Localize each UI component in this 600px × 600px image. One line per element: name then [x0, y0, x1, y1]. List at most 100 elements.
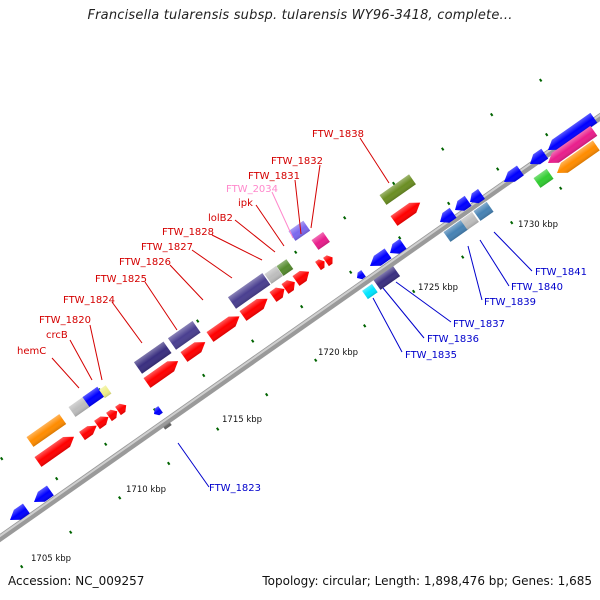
gene-label-hemC[interactable]: hemC [17, 346, 46, 357]
gene-features[interactable] [7, 112, 600, 525]
gene-label-ipk[interactable]: ipk [238, 198, 253, 209]
kbp-tick [496, 167, 500, 171]
gene-orange-left[interactable] [26, 414, 67, 447]
gene-FTW_1825-shade [180, 342, 206, 362]
gene-FTW_1835-cyan[interactable] [362, 284, 378, 300]
gene-label-FTW_1838[interactable]: FTW_1838 [312, 129, 364, 140]
gene-green-right[interactable] [533, 168, 554, 188]
kbp-tick [265, 392, 269, 397]
gene-rev-i[interactable] [501, 165, 524, 187]
gene-rev-g[interactable] [452, 195, 472, 215]
gene-FTW_1838[interactable] [379, 174, 416, 205]
gene-label-lolB2[interactable]: lolB2 [208, 213, 233, 224]
gene-label-FTW_1828[interactable]: FTW_1828 [162, 227, 214, 238]
gene-blue-a[interactable] [82, 386, 105, 407]
gene-label-FTW_1840[interactable]: FTW_1840 [511, 282, 563, 293]
gene-rev-b[interactable] [31, 485, 54, 507]
gene-rev-a[interactable] [7, 503, 30, 525]
gene-label-FTW_1831[interactable]: FTW_1831 [248, 171, 300, 182]
gene-fwd-b[interactable] [94, 413, 111, 430]
gene-fwd-h[interactable] [315, 257, 327, 271]
leader-hemC [51, 357, 80, 389]
gene-hemC-left[interactable] [34, 432, 78, 467]
gene-label-FTW_1823[interactable]: FTW_1823 [209, 483, 261, 494]
gene-rev-h-shade [470, 189, 485, 204]
gene-rev-l-shade [548, 125, 598, 163]
gene-rev-c[interactable] [355, 270, 366, 281]
kbp-tick [349, 270, 353, 275]
gene-label-FTW_1837[interactable]: FTW_1837 [453, 319, 505, 330]
gene-fwd-i[interactable] [323, 253, 335, 267]
gene-FTW_1823-tri[interactable] [152, 406, 163, 417]
gene-FTW_1840[interactable] [460, 212, 479, 230]
gene-label-FTW_1824[interactable]: FTW_1824 [63, 295, 115, 306]
gene-FTW_1826-shade [206, 316, 240, 342]
gene-FTW_1825[interactable] [180, 337, 209, 362]
gene-rev-j[interactable] [527, 148, 549, 169]
gene-label-FTW_1820[interactable]: FTW_1820 [39, 315, 91, 326]
leader-FTW_1820 [89, 324, 103, 381]
gene-rev-k[interactable] [545, 112, 598, 155]
gene-FTW_1827[interactable] [239, 294, 271, 321]
gene-FTW_1824-purple[interactable] [133, 341, 172, 374]
gene-label-FTW_2034[interactable]: FTW_2034 [226, 184, 278, 195]
gene-FTW_1828-purple-shade [227, 273, 271, 309]
leader-ipk [255, 204, 285, 247]
gene-ipk-green[interactable] [276, 259, 294, 276]
gene-label-FTW_1836[interactable]: FTW_1836 [427, 334, 479, 345]
gene-FTW_1825-purple-shade [167, 321, 201, 350]
gene-FTW_1824-shade [143, 361, 179, 388]
gene-fwd-g[interactable] [292, 267, 313, 286]
gene-rev-e[interactable] [387, 238, 407, 258]
gene-fwd-d[interactable] [115, 401, 129, 416]
gene-fwd-a-shade [79, 425, 97, 441]
gene-yellow-a[interactable] [99, 385, 112, 399]
gene-FTW_1841[interactable] [473, 201, 494, 221]
gene-FTW_1839[interactable] [443, 219, 469, 242]
gene-rev-d[interactable] [367, 248, 392, 270]
gene-FTW_1826[interactable] [206, 311, 243, 342]
gene-rev-h[interactable] [467, 189, 485, 207]
gene-label-FTW_1825[interactable]: FTW_1825 [95, 274, 147, 285]
gene-FTW_1824[interactable] [143, 356, 182, 388]
gene-label-FTW_1835[interactable]: FTW_1835 [405, 350, 457, 361]
gene-label-FTW_1827[interactable]: FTW_1827 [141, 242, 193, 253]
gene-label-FTW_1826[interactable]: FTW_1826 [119, 257, 171, 268]
map-title: Francisella tularensis subsp. tularensis… [87, 8, 513, 23]
gene-lolB2-grey[interactable] [264, 266, 283, 284]
gene-rev-m-shade [557, 140, 600, 173]
gene-FTW_1838-red[interactable] [390, 198, 424, 226]
gene-FTW_1823-bar[interactable] [162, 421, 172, 430]
gene-grey-a[interactable] [68, 396, 91, 417]
gene-FTW_1823-bar-shade [162, 421, 172, 430]
leader-FTW_1835 [372, 297, 403, 353]
gene-FTW_1831-violet[interactable] [288, 220, 311, 241]
gene-yellow-a-shade [99, 385, 112, 399]
gene-fwd-i-shade [323, 255, 333, 267]
kbp-tick [545, 132, 549, 137]
scale-label-1710: 1710 kbp [126, 485, 166, 495]
gene-rev-k-shade [548, 112, 598, 150]
gene-FTW_1828-purple[interactable] [227, 273, 271, 309]
gene-ipk-green-shade [276, 259, 294, 276]
gene-fwd-c[interactable] [106, 407, 120, 422]
gene-label-FTW_1841[interactable]: FTW_1841 [535, 267, 587, 278]
gene-label-FTW_1832[interactable]: FTW_1832 [271, 156, 323, 167]
leader-FTW_1825 [144, 281, 178, 331]
gene-fwd-f[interactable] [281, 277, 299, 294]
gene-fwd-a[interactable] [79, 422, 99, 441]
gene-rev-l[interactable] [545, 125, 598, 168]
gene-FTW_1825-purple[interactable] [167, 321, 201, 350]
gene-rev-a-shade [10, 503, 30, 520]
gene-label-crcB[interactable]: crcB [46, 330, 68, 341]
gene-blue-a-shade [82, 386, 105, 407]
gene-FTW_1836[interactable] [373, 266, 401, 290]
gene-fwd-e[interactable] [269, 284, 288, 302]
gene-FTW_1832-magenta[interactable] [311, 232, 330, 250]
gene-rev-f[interactable] [437, 207, 457, 227]
gene-label-FTW_1839[interactable]: FTW_1839 [484, 297, 536, 308]
gene-rev-m[interactable] [554, 140, 600, 178]
kbp-tick [104, 442, 108, 447]
gene-FTW_1823-tri-shade [154, 406, 163, 416]
